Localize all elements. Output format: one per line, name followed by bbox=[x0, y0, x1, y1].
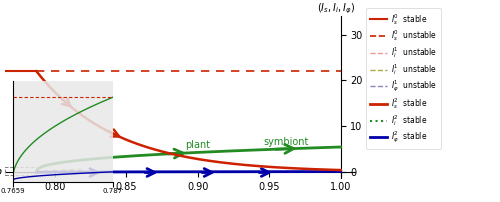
Text: symbiont: symbiont bbox=[264, 137, 309, 147]
Text: equilibria
$(I_s, I_i, I_{\varphi})$: equilibria $(I_s, I_i, I_{\varphi})$ bbox=[310, 0, 355, 16]
Bar bbox=[5, 167, 36, 176]
Text: $p$: $p$ bbox=[0, 167, 2, 179]
Legend: $I_s^0$  stable, $I_s^0$  unstable, $I_i^1$  unstable, $I_i^1$  unstable, $I_{\v: $I_s^0$ stable, $I_s^0$ unstable, $I_i^1… bbox=[366, 8, 440, 149]
Text: plant: plant bbox=[186, 140, 210, 150]
